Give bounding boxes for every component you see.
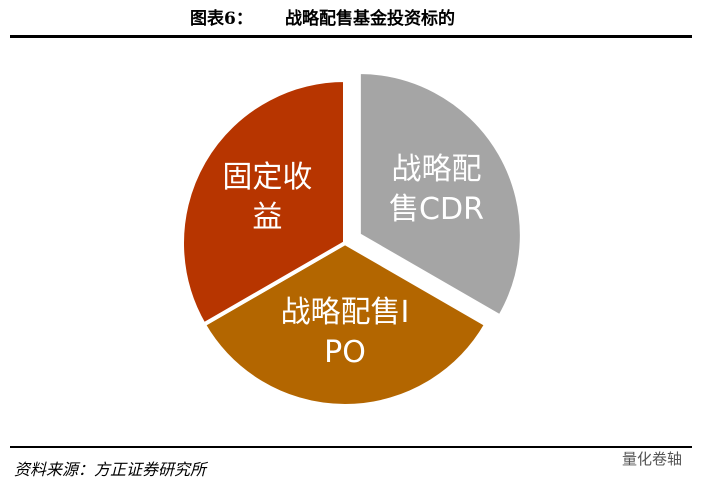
slice-label: 战略配售IPO xyxy=(280,294,410,370)
bottom-rule xyxy=(10,446,692,448)
figure-label: 图表6： xyxy=(190,9,253,29)
pie-slice xyxy=(201,240,489,408)
slice-label: 战略配售CDR xyxy=(389,152,484,228)
chart-title: 战略配售基金投资标的 xyxy=(285,9,455,29)
watermark: 量化卷轴 xyxy=(621,450,682,468)
pie-slice xyxy=(180,77,347,328)
source: 资料来源：方正证券研究所 xyxy=(14,460,207,479)
slice-label: 固定收益 xyxy=(222,160,313,236)
pie-slice xyxy=(356,69,524,320)
top-rule xyxy=(10,35,692,38)
